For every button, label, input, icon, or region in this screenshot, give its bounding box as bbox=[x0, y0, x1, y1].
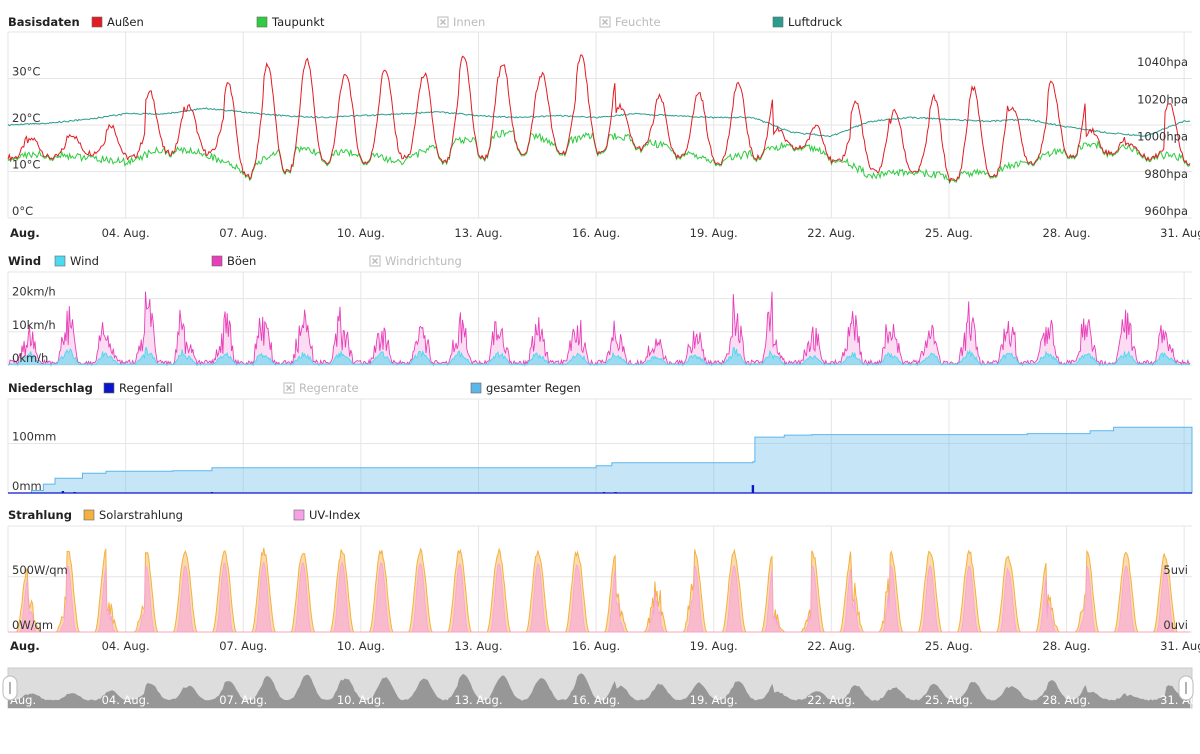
series-layer bbox=[7, 54, 1193, 708]
y-tick-label-niederschlag: 100mm bbox=[12, 430, 56, 444]
navigator-x-tick-label: 13. Aug. bbox=[454, 693, 502, 707]
legend-disabled-icon-regenrate bbox=[285, 384, 293, 392]
strahlung-x-tick-label: 07. Aug. bbox=[219, 639, 267, 653]
basisdaten-x-tick-label: 28. Aug. bbox=[1043, 226, 1091, 240]
navigator-x-tick-label: 25. Aug. bbox=[925, 693, 973, 707]
text-layer: Basisdaten Außen Taupunkt Innen Feuchte Luftd… bbox=[2, 15, 1200, 707]
chart-title-basisdaten: Basisdaten bbox=[8, 15, 80, 29]
basisdaten-x-tick-label: 10. Aug. bbox=[337, 226, 385, 240]
taupunkt-line bbox=[7, 129, 1191, 185]
navigator-x-tick-label: 19. Aug. bbox=[690, 693, 738, 707]
legend-swatch-luftdruck bbox=[772, 16, 784, 28]
basisdaten-x-tick-label: 31. Aug. bbox=[1160, 226, 1200, 240]
strahlung-x-tick-label: 25. Aug. bbox=[925, 639, 973, 653]
uv-index-area bbox=[8, 561, 1190, 633]
y-tick-label-niederschlag: 0mm bbox=[12, 479, 42, 493]
y2-tick-label-basisdaten: 1020hpa bbox=[1137, 92, 1188, 106]
basisdaten-x-tick-label: 25. Aug. bbox=[925, 226, 973, 240]
boen-line bbox=[7, 291, 1191, 367]
legend-label-windrichtung: Windrichtung bbox=[385, 254, 462, 268]
strahlung-x-tick-label: 19. Aug. bbox=[690, 639, 738, 653]
gesamter-regen-area bbox=[8, 426, 1193, 494]
basisdaten-x-tick-label: 19. Aug. bbox=[690, 226, 738, 240]
legend-label-regenrate: Regenrate bbox=[299, 381, 359, 395]
y-tick-label-basisdaten: 20°C bbox=[12, 111, 40, 125]
basisdaten-x-tick-label: 04. Aug. bbox=[102, 226, 150, 240]
legend-swatch-gesamt_regen bbox=[470, 382, 482, 394]
navigator-x-tick-label: 16. Aug. bbox=[572, 693, 620, 707]
strahlung-x-tick-label: 16. Aug. bbox=[572, 639, 620, 653]
y-tick-label-strahlung: 0W/qm bbox=[12, 618, 53, 632]
y-tick-label-wind: 0km/h bbox=[12, 351, 48, 365]
navigator-mask bbox=[8, 668, 1192, 708]
basisdaten-x-tick-label: 13. Aug. bbox=[454, 226, 502, 240]
chart-title-wind: Wind bbox=[8, 254, 41, 268]
legend-swatch-uv bbox=[293, 509, 305, 521]
y-tick-label-wind: 10km/h bbox=[12, 318, 56, 332]
y-tick-label-basisdaten: 0°C bbox=[12, 204, 33, 218]
navigator-series-area bbox=[8, 673, 1190, 708]
basisdaten-x-tick-label: Aug. bbox=[10, 226, 40, 240]
legend-swatch-aussen bbox=[91, 16, 103, 28]
regenfall-bar bbox=[751, 485, 755, 493]
navigator-x-tick-label: 07. Aug. bbox=[219, 693, 267, 707]
strahlung-x-tick-label: 04. Aug. bbox=[102, 639, 150, 653]
legend-swatch-regenfall bbox=[103, 382, 115, 394]
legend-label-uv: UV-Index bbox=[309, 508, 361, 522]
legend-label-taupunkt: Taupunkt bbox=[271, 15, 325, 29]
navigator-x-tick-label: 04. Aug. bbox=[102, 693, 150, 707]
basisdaten-x-tick-label: 22. Aug. bbox=[807, 226, 855, 240]
legend-swatch-boen bbox=[211, 255, 223, 267]
legend-label-regenfall: Regenfall bbox=[119, 381, 173, 395]
navigator-x-tick-label: 10. Aug. bbox=[337, 693, 385, 707]
strahlung-x-tick-label: Aug. bbox=[10, 639, 40, 653]
legend-disabled-icon-innen bbox=[439, 18, 447, 26]
y2-tick-label-strahlung: 0uvi bbox=[1163, 618, 1188, 632]
y-tick-label-strahlung: 500W/qm bbox=[12, 563, 68, 577]
y2-tick-label-basisdaten: 960hpa bbox=[1144, 204, 1188, 218]
legend-label-solar: Solarstrahlung bbox=[99, 508, 183, 522]
strahlung-x-tick-label: 22. Aug. bbox=[807, 639, 855, 653]
navigator-x-tick-label: 28. Aug. bbox=[1043, 693, 1091, 707]
boen-area bbox=[8, 291, 1190, 365]
legend-swatch-wind bbox=[54, 255, 66, 267]
chart-title-niederschlag: Niederschlag bbox=[8, 381, 93, 395]
wind-area bbox=[8, 347, 1190, 365]
basisdaten-x-tick-label: 16. Aug. bbox=[572, 226, 620, 240]
chart-title-strahlung: Strahlung bbox=[8, 508, 72, 522]
plot-area-strahlung bbox=[8, 526, 1192, 632]
y-tick-label-basisdaten: 30°C bbox=[12, 65, 40, 79]
strahlung-x-tick-label: 10. Aug. bbox=[337, 639, 385, 653]
plot-area-niederschlag bbox=[8, 399, 1192, 493]
legend-disabled-icon-feuchte bbox=[601, 18, 609, 26]
basisdaten-x-tick-label: 07. Aug. bbox=[219, 226, 267, 240]
y2-tick-label-basisdaten: 980hpa bbox=[1144, 167, 1188, 181]
legend-label-boen: Böen bbox=[227, 254, 256, 268]
navigator-x-tick-label: 22. Aug. bbox=[807, 693, 855, 707]
y2-tick-label-basisdaten: 1040hpa bbox=[1137, 55, 1188, 69]
luftdruck-line bbox=[7, 107, 1191, 138]
regenfall-bar bbox=[61, 491, 65, 493]
strahlung-x-tick-label: 28. Aug. bbox=[1043, 639, 1091, 653]
wind-line bbox=[7, 346, 1191, 366]
legend-swatch-solar bbox=[83, 509, 95, 521]
legend-label-gesamt_regen: gesamter Regen bbox=[486, 381, 581, 395]
plot-area-wind bbox=[8, 272, 1192, 365]
y-tick-label-basisdaten: 10°C bbox=[12, 158, 40, 172]
legend-label-wind: Wind bbox=[70, 254, 99, 268]
y2-tick-label-basisdaten: 1000hpa bbox=[1137, 130, 1188, 144]
strahlung-x-tick-label: 31. Aug. bbox=[1160, 639, 1200, 653]
legend-label-feuchte: Feuchte bbox=[615, 15, 661, 29]
legend-label-aussen: Außen bbox=[107, 15, 144, 29]
aussen-line bbox=[7, 54, 1191, 184]
y2-tick-label-strahlung: 5uvi bbox=[1163, 563, 1188, 577]
strahlung-x-tick-label: 13. Aug. bbox=[454, 639, 502, 653]
y-tick-label-wind: 20km/h bbox=[12, 285, 56, 299]
legend-disabled-icon-windrichtung bbox=[371, 257, 379, 265]
legend-label-innen: Innen bbox=[453, 15, 485, 29]
legend-swatch-taupunkt bbox=[256, 16, 268, 28]
legend-label-luftdruck: Luftdruck bbox=[788, 15, 842, 29]
